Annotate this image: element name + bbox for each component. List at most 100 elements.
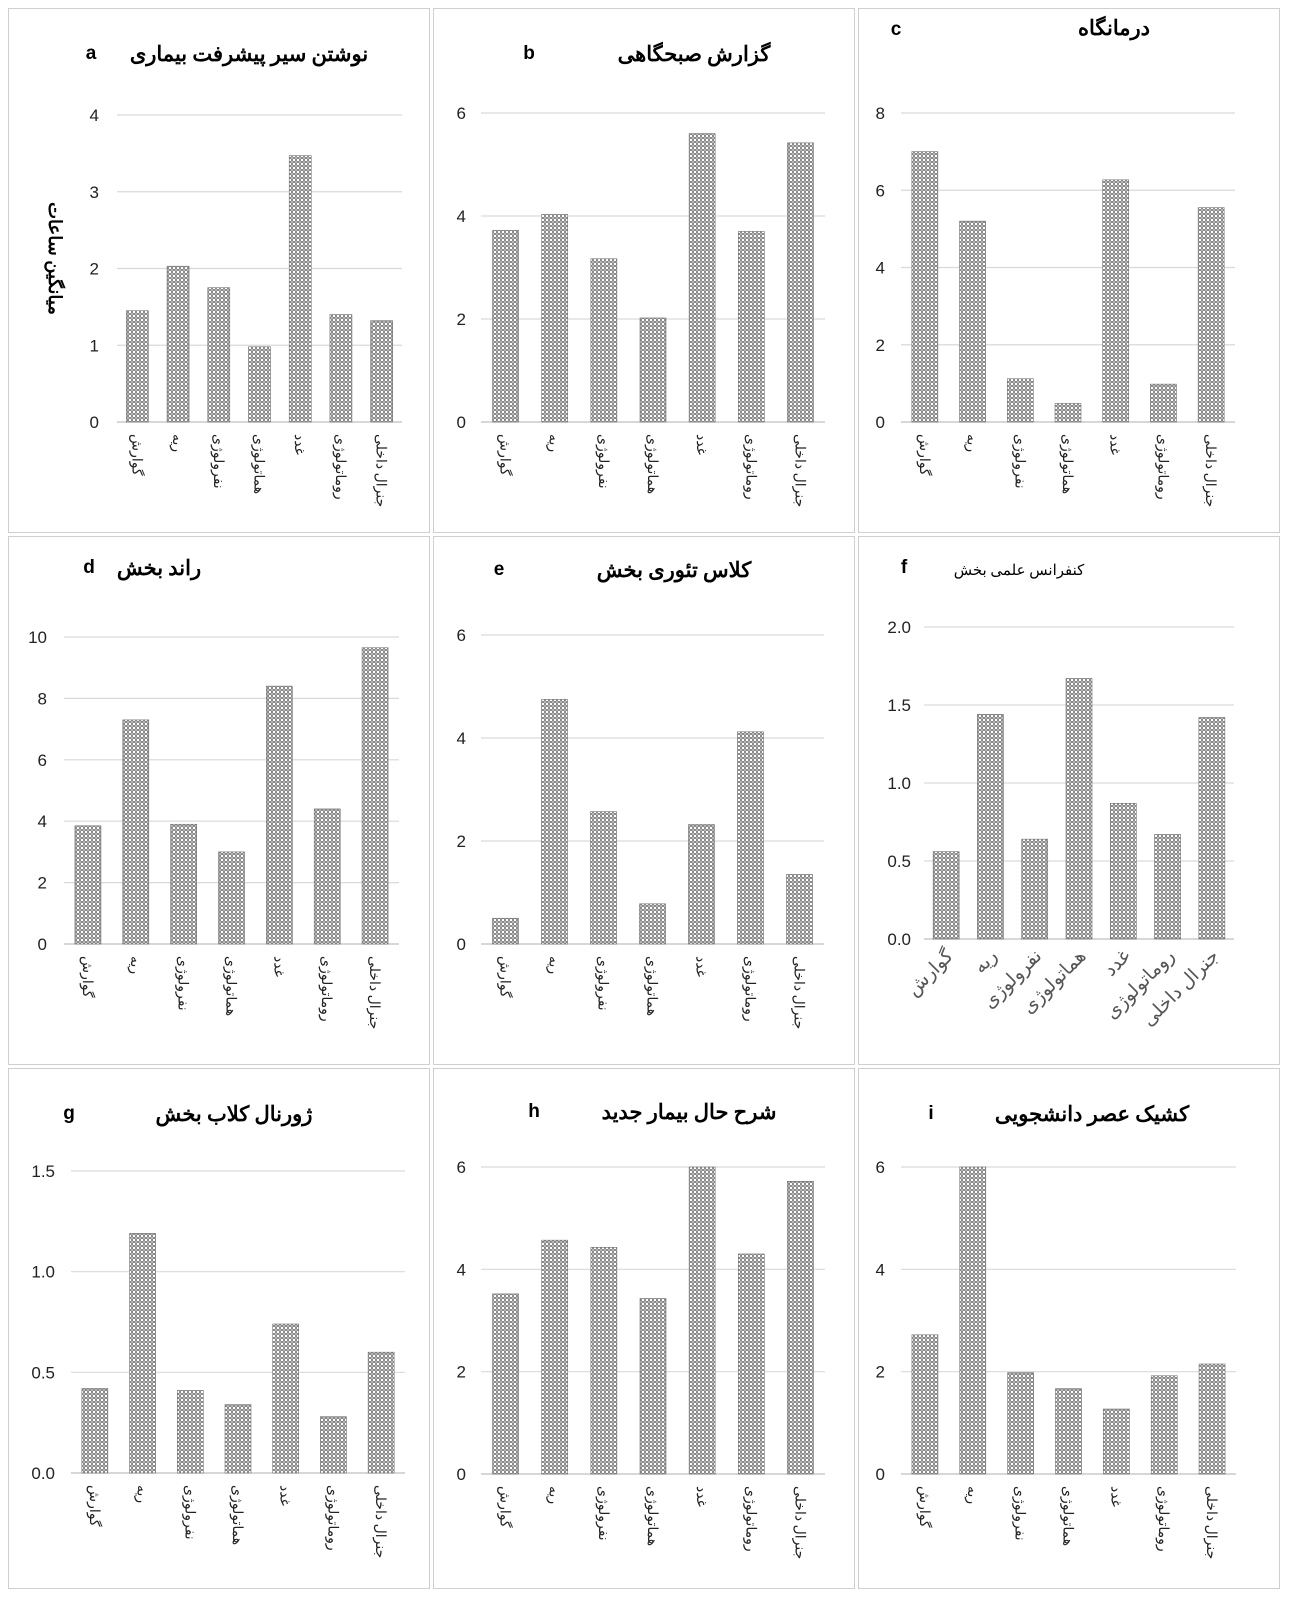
x-tick-label: غدد — [693, 434, 708, 455]
bar-e-5 — [737, 731, 764, 945]
panel-letter-g: g — [63, 1103, 75, 1124]
bar-f-1 — [977, 714, 1004, 940]
panel-letter-a: a — [86, 43, 97, 64]
x-tick-label: گوارش — [916, 434, 933, 476]
bar-i-6 — [1198, 1363, 1226, 1475]
y-tick-label: 1 — [90, 336, 99, 355]
x-tick-label: غدد — [1100, 946, 1135, 981]
bar-e-4 — [688, 824, 715, 945]
x-tick-label: گوارش — [86, 1485, 103, 1527]
bar-a-6 — [370, 320, 393, 423]
x-tick-label: هماتولوژی — [251, 434, 266, 494]
bar-c-6 — [1197, 207, 1225, 423]
bar-b-4 — [688, 133, 716, 423]
x-tick-label: روماتولوژی — [332, 434, 347, 500]
panel-letter-c: c — [891, 19, 902, 40]
bar-b-3 — [639, 317, 667, 423]
x-tick-label: جنرال داخلی — [791, 956, 806, 1029]
chart-panel-a: نوشتن سیر پیشرفت بیماری a میانگین ساعات 0 1 2… — [8, 8, 430, 533]
bar-h-0 — [492, 1293, 519, 1475]
x-tick-label: روماتولوژی — [742, 1486, 757, 1552]
bar-d-4 — [266, 685, 293, 945]
x-tick-label: ریه — [546, 956, 561, 974]
bar-f-0 — [932, 851, 960, 940]
y-tick-label: 6 — [457, 1158, 466, 1177]
x-tick-label: روماتولوژی — [1155, 1486, 1170, 1552]
chart-title-e: کلاس تئوری بخش — [597, 558, 752, 583]
x-tick-label: جنرال داخلی — [791, 1486, 806, 1559]
bar-e-1 — [541, 699, 568, 945]
bar-b-0 — [492, 230, 519, 423]
x-tick-label: نفرولوژی — [595, 956, 610, 1011]
y-tick-label: 6 — [457, 626, 466, 645]
chart-panel-f: کنفرانس علمی بخش f 0.0 0.5 1.0 1.5 2.0 گوارش ریه… — [858, 536, 1280, 1065]
bar-i-4 — [1103, 1408, 1130, 1475]
y-tick-label: 8 — [876, 104, 885, 123]
chart-title-d: راند بخش — [117, 556, 201, 581]
x-tick-label: ریه — [134, 1485, 149, 1503]
bar-f-4 — [1109, 802, 1137, 940]
panel-letter-f: f — [901, 557, 908, 578]
x-tick-label: جنرال داخلی — [1202, 434, 1217, 507]
bar-c-2 — [1006, 378, 1034, 423]
bar-i-3 — [1055, 1388, 1082, 1475]
bar-g-2 — [176, 1390, 204, 1474]
bar-f-6 — [1198, 717, 1226, 940]
x-tick-label: گوارش — [901, 944, 958, 1001]
bar-g-6 — [367, 1351, 395, 1474]
bar-e-6 — [786, 874, 813, 945]
chart-e: کلاس تئوری بخش e 0 2 4 6 گوارش ریه نفرولوژی هماتو… — [457, 558, 824, 1029]
x-tick-label: نفرولوژی — [595, 434, 610, 489]
y-tick-label: 0 — [457, 413, 466, 432]
y-tick-label: 2.0 — [887, 618, 911, 637]
y-tick-label: 4 — [457, 729, 466, 748]
bar-i-2 — [1007, 1372, 1034, 1475]
chart-title-a: نوشتن سیر پیشرفت بیماری — [130, 42, 368, 67]
bar-b-5 — [737, 231, 765, 423]
x-tick-label: نفرولوژی — [595, 1486, 610, 1541]
x-tick-label: نفرولوژی — [181, 1485, 196, 1540]
bar-e-0 — [492, 917, 519, 945]
bar-b-1 — [541, 214, 569, 423]
bar-h-2 — [590, 1247, 618, 1475]
y-tick-label: 2 — [457, 1363, 466, 1382]
x-tick-label: نفرولوژی — [175, 956, 190, 1011]
y-tick-label: 0.5 — [887, 852, 911, 871]
y-tick-label: 4 — [90, 106, 99, 125]
x-tick-label: نفرولوژی — [210, 434, 225, 489]
bar-i-1 — [959, 1166, 987, 1475]
bar-c-4 — [1102, 179, 1130, 423]
x-tick-label: غدد — [1107, 434, 1122, 455]
chart-h: شرح حال بیمار جدید h 0 2 4 6 گوارش ریه نفرولوژی ه… — [457, 1100, 825, 1559]
bar-d-3 — [218, 851, 245, 945]
x-tick-label: هماتولوژی — [644, 1486, 659, 1546]
bar-h-5 — [737, 1253, 765, 1475]
chart-d: راند بخش d 0 2 4 6 8 10 گوارش ریه نفرولوژی هماتولوژ… — [28, 556, 399, 1029]
y-tick-label: 2 — [38, 874, 47, 893]
x-tick-label: روماتولوژی — [324, 1485, 339, 1551]
y-tick-label: 2 — [90, 260, 99, 279]
bar-d-0 — [74, 825, 102, 945]
chart-panel-h: شرح حال بیمار جدید h 0 2 4 6 گوارش ریه نفرولوژی ه… — [433, 1068, 855, 1589]
bar-g-0 — [81, 1388, 109, 1474]
bar-d-6 — [361, 647, 389, 945]
x-tick-label: هماتولوژی — [1060, 1486, 1075, 1546]
x-tick-label: غدد — [270, 956, 285, 977]
bar-i-5 — [1150, 1375, 1178, 1475]
x-tick-label: روماتولوژی — [318, 956, 333, 1022]
bar-g-5 — [320, 1416, 347, 1474]
x-tick-label: هماتولوژی — [644, 956, 659, 1016]
bar-e-2 — [590, 811, 617, 945]
y-tick-label: 6 — [38, 751, 47, 770]
x-tick-label: ریه — [546, 434, 561, 452]
y-tick-label: 0.0 — [887, 930, 911, 949]
y-tick-label: 2 — [876, 336, 885, 355]
x-tick-label: ریه — [964, 1486, 979, 1504]
bar-g-3 — [224, 1404, 252, 1474]
y-tick-label: 0 — [876, 1465, 885, 1484]
y-tick-label: 3 — [90, 183, 99, 202]
bar-b-6 — [787, 142, 814, 423]
x-tick-label: روماتولوژی — [742, 956, 757, 1022]
panel-letter-b: b — [523, 43, 535, 64]
